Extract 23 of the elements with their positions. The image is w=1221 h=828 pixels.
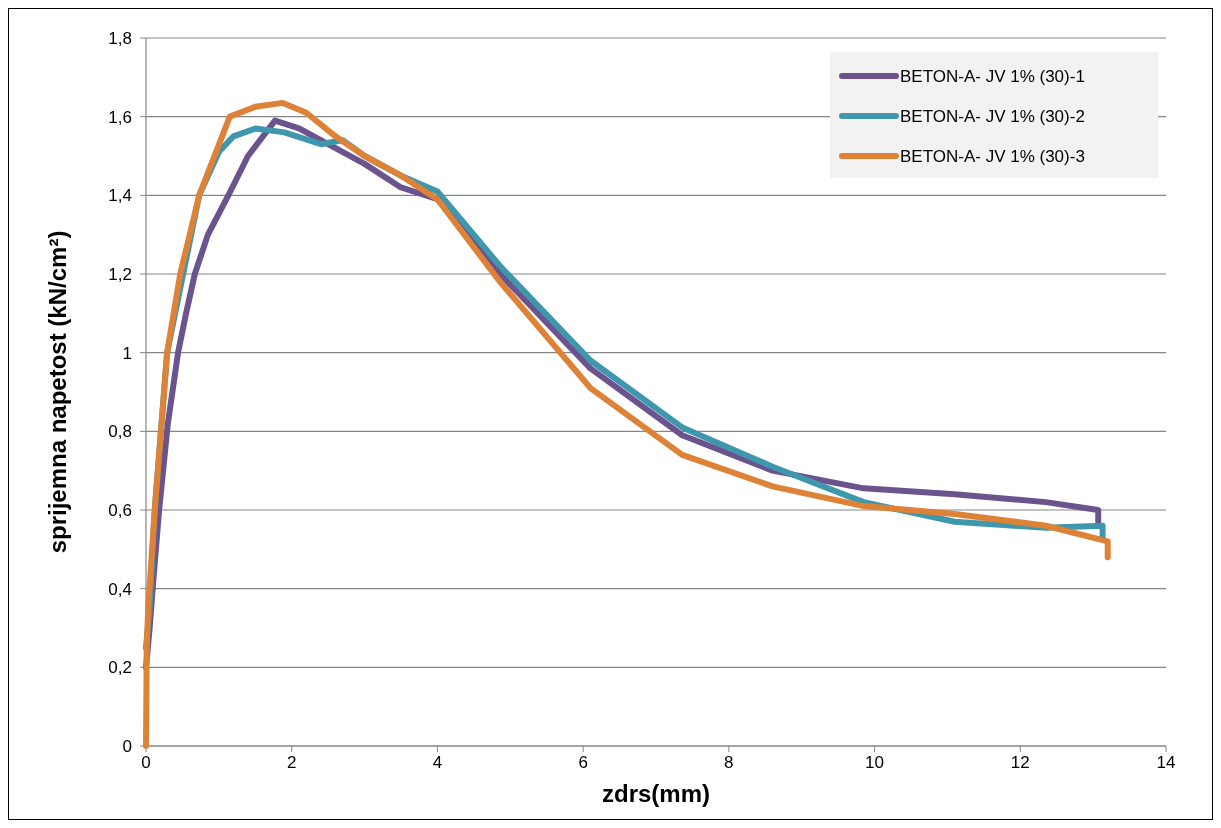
- y-axis-title: sprijemna napetost (kN/cm²): [44, 230, 71, 554]
- y-tick-label: 1,6: [108, 107, 132, 127]
- legend-label: BETON-A- JV 1% (30)-1: [900, 66, 1085, 86]
- x-axis-title: zdrs(mm): [601, 780, 711, 807]
- x-tick-label: 2: [286, 753, 297, 772]
- y-tick-label: 0: [122, 736, 132, 756]
- x-tick-label: 12: [1010, 753, 1030, 772]
- y-tick-label: 0,4: [108, 579, 132, 599]
- x-tick-label: 14: [1156, 753, 1176, 772]
- y-tick-label: 1,2: [108, 264, 132, 284]
- x-tick-label: 0: [141, 753, 151, 772]
- x-tick-label: 8: [724, 753, 734, 772]
- legend-label: BETON-A- JV 1% (30)-3: [900, 146, 1085, 166]
- x-tick-label: 6: [578, 753, 588, 772]
- y-tick-label: 0,6: [108, 500, 132, 520]
- x-tick-label: 10: [865, 753, 885, 772]
- x-tick-label: 4: [432, 753, 443, 772]
- y-tick-label: 1,8: [108, 28, 132, 48]
- y-tick-label: 0,8: [108, 422, 132, 442]
- y-tick-label: 1: [122, 343, 132, 363]
- legend-label: BETON-A- JV 1% (30)-2: [900, 106, 1085, 126]
- y-tick-label: 1,4: [108, 186, 132, 206]
- y-tick-label: 0,2: [108, 658, 132, 678]
